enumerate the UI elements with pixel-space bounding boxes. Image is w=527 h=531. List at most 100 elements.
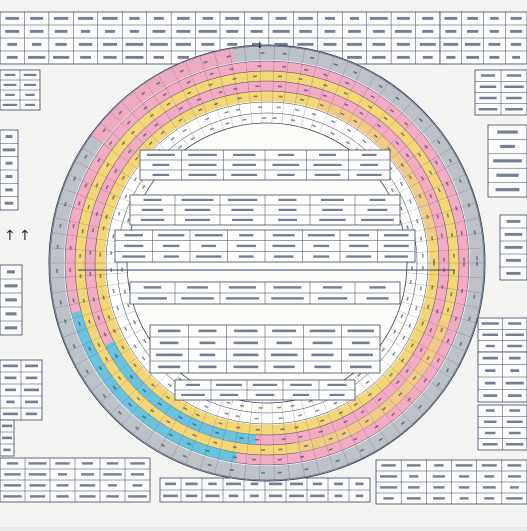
table-cell-mark bbox=[4, 284, 18, 288]
ring-label-mark bbox=[59, 300, 62, 305]
ring-label-mark bbox=[431, 236, 434, 241]
ring-label-mark bbox=[311, 124, 317, 128]
table-cell-mark bbox=[5, 188, 13, 192]
ring-label-mark bbox=[406, 296, 409, 301]
table-cell-mark bbox=[23, 83, 37, 86]
up-arrow-icon: ↑ bbox=[19, 228, 31, 244]
table-cell-mark bbox=[181, 198, 214, 201]
ring-label-mark bbox=[182, 454, 187, 458]
ring-label-mark bbox=[411, 266, 413, 271]
table-cell-mark bbox=[299, 29, 312, 33]
radial-tick bbox=[199, 56, 224, 130]
table-cell-mark bbox=[56, 484, 69, 487]
table-cell-mark bbox=[366, 297, 389, 300]
ring-label-mark bbox=[114, 353, 119, 358]
table-cell-mark bbox=[317, 297, 348, 300]
ring-label-mark bbox=[376, 123, 381, 128]
table-cell-mark bbox=[78, 42, 93, 46]
ring-label-mark bbox=[205, 449, 210, 453]
table-cell-mark bbox=[394, 29, 412, 33]
ring-label-mark bbox=[395, 141, 400, 146]
table-cell-mark bbox=[255, 393, 275, 396]
ring-label-mark bbox=[123, 289, 127, 294]
ring-label-mark bbox=[433, 258, 435, 263]
table-cell-mark bbox=[216, 383, 242, 386]
ring-label-mark bbox=[421, 321, 425, 326]
table-cell-mark bbox=[4, 73, 16, 76]
ring-label-mark bbox=[414, 306, 418, 311]
ring-label-mark bbox=[277, 471, 282, 474]
ring-label-mark bbox=[141, 91, 146, 96]
ring-label-mark bbox=[328, 447, 333, 451]
ring-label-mark bbox=[110, 250, 113, 256]
ring-label-mark bbox=[344, 81, 350, 85]
table-cell-mark bbox=[290, 383, 312, 386]
ring-label-mark bbox=[443, 257, 445, 262]
ring-label-mark bbox=[431, 285, 434, 290]
table-cell-mark bbox=[373, 29, 385, 33]
table-cell-mark bbox=[3, 495, 22, 498]
ring-label-mark bbox=[229, 468, 235, 472]
table-cell-mark bbox=[201, 244, 216, 248]
table-cell-mark bbox=[3, 364, 18, 368]
table-cell-mark bbox=[2, 103, 18, 106]
ring-label-mark bbox=[111, 195, 115, 200]
ring-label-mark bbox=[82, 298, 86, 303]
ring-label-mark bbox=[179, 69, 184, 73]
ring-label-mark bbox=[97, 315, 101, 320]
table-cell-mark bbox=[272, 244, 296, 248]
table-cell-mark bbox=[185, 494, 198, 498]
table-cell-mark bbox=[195, 255, 222, 258]
table-cell-mark bbox=[369, 286, 386, 289]
ring-label-mark bbox=[105, 214, 108, 219]
ring-label-mark bbox=[460, 288, 464, 294]
ring-label-mark bbox=[278, 448, 283, 451]
table-cell-mark bbox=[273, 255, 294, 258]
table-cell-mark bbox=[372, 42, 386, 46]
table-cell-mark bbox=[446, 55, 456, 59]
ring-label-mark bbox=[295, 108, 300, 112]
table-cell-mark bbox=[5, 161, 13, 165]
ring-label-mark bbox=[309, 56, 315, 60]
table-cell-mark bbox=[152, 29, 166, 33]
table-cell-mark bbox=[459, 497, 469, 500]
ring-label-mark bbox=[167, 383, 173, 387]
ring-label-mark bbox=[84, 183, 88, 188]
ring-label-mark bbox=[239, 437, 244, 440]
ring-label-mark bbox=[454, 206, 458, 211]
ring-label-mark bbox=[236, 426, 241, 429]
ring-label-mark bbox=[107, 315, 111, 320]
table-cell-mark bbox=[409, 475, 419, 478]
table-cell-mark bbox=[455, 464, 473, 467]
table-cell-mark bbox=[271, 297, 304, 300]
table-cell-mark bbox=[490, 16, 499, 20]
ring-label-mark bbox=[281, 438, 286, 441]
ring-label-mark bbox=[405, 153, 410, 158]
table-cell-mark bbox=[348, 29, 361, 33]
ring-label-mark bbox=[278, 417, 283, 420]
ring-label-mark bbox=[359, 111, 364, 116]
ring-label-mark bbox=[208, 83, 213, 87]
table-cell-mark bbox=[369, 16, 388, 20]
table-cell-mark bbox=[349, 16, 359, 20]
table-cell-mark bbox=[152, 163, 170, 166]
ring-label-mark bbox=[88, 346, 92, 352]
table-cell-mark bbox=[506, 443, 524, 446]
radial-tick bbox=[319, 392, 349, 465]
radial-tick bbox=[58, 301, 133, 323]
table-cell-mark bbox=[79, 484, 96, 487]
table-cell-mark bbox=[278, 208, 297, 211]
ring-label-mark bbox=[192, 422, 197, 426]
table-cell-mark bbox=[489, 29, 499, 33]
table-cell-mark bbox=[278, 198, 297, 201]
radial-tick bbox=[244, 402, 253, 479]
radial-tick bbox=[82, 337, 149, 379]
ring-label-mark bbox=[476, 261, 478, 266]
ring-label-mark bbox=[261, 472, 266, 474]
ring-label-mark bbox=[415, 219, 419, 224]
ring-label-mark bbox=[408, 323, 412, 328]
table-cell-mark bbox=[130, 462, 145, 465]
radial-tick bbox=[385, 147, 452, 189]
table-cell-mark bbox=[506, 271, 521, 275]
ring-label-mark bbox=[133, 344, 138, 349]
